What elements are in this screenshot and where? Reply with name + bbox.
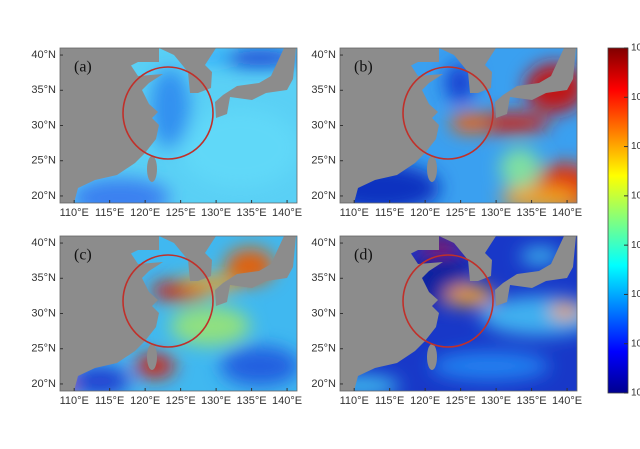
x-tick-label: 140°E: [552, 207, 582, 219]
panel-label: (b): [354, 59, 373, 76]
x-tick-label: 140°E: [272, 395, 302, 407]
x-tick-label: 130°E: [481, 395, 511, 407]
y-tick-label: 20°N: [31, 378, 56, 390]
colorbar-tick-label: 10³: [631, 289, 640, 300]
ocean-patch: [220, 346, 297, 386]
y-tick-label: 30°N: [311, 307, 336, 319]
x-tick-label: 120°E: [410, 395, 440, 407]
x-tick-label: 125°E: [446, 207, 476, 219]
x-tick-label: 115°E: [375, 207, 404, 219]
ocean-patch: [70, 178, 170, 203]
y-tick-label: 20°N: [31, 190, 56, 202]
y-tick-label: 35°N: [311, 272, 336, 284]
x-tick-label: 115°E: [375, 395, 404, 407]
y-tick-label: 30°N: [31, 307, 56, 319]
x-tick-label: 120°E: [130, 207, 160, 219]
map-area: [340, 48, 577, 203]
map-area: [60, 48, 297, 203]
colorbar-tick-label: 10⁵: [631, 190, 640, 201]
y-tick-label: 25°N: [311, 343, 336, 355]
x-tick-label: 115°E: [95, 207, 124, 219]
ocean-patch: [480, 296, 577, 336]
x-tick-label: 135°E: [237, 207, 267, 219]
colorbar-tick-label: 10²: [631, 338, 640, 349]
x-tick-label: 115°E: [95, 395, 124, 407]
colorbar-tick-label: 10⁶: [631, 141, 640, 152]
study-circle: [122, 66, 214, 160]
x-tick-label: 125°E: [446, 395, 476, 407]
y-tick-label: 40°N: [311, 237, 336, 249]
x-tick-label: 130°E: [201, 207, 231, 219]
colorbar-tick-label: 10⁷: [631, 92, 640, 103]
y-tick-label: 35°N: [31, 272, 56, 284]
map-area: [340, 236, 577, 391]
map-panel: (b) 110°E 115°E 120°E 125°E 130°E 135°E 140°E 20…: [311, 47, 582, 219]
x-tick-label: 135°E: [237, 395, 267, 407]
y-tick-label: 40°N: [311, 49, 336, 61]
colorbar: [607, 47, 629, 394]
y-tick-label: 40°N: [31, 237, 56, 249]
x-tick-label: 110°E: [60, 207, 89, 219]
x-tick-label: 125°E: [166, 395, 196, 407]
x-tick-label: 140°E: [272, 207, 302, 219]
map-panel: (c) 110°E 115°E 120°E 125°E 130°E 135°E 140°E 20…: [31, 235, 302, 407]
ocean-patch: [500, 186, 577, 203]
study-circle: [402, 66, 494, 160]
colorbar-tick-label: 10⁴: [631, 240, 640, 251]
y-tick-label: 30°N: [31, 119, 56, 131]
y-tick-label: 40°N: [31, 49, 56, 61]
map-panel: (d) 110°E 115°E 120°E 125°E 130°E 135°E 140°E 20…: [311, 235, 582, 407]
x-tick-label: 110°E: [340, 207, 369, 219]
ocean-patch: [430, 351, 550, 381]
y-tick-label: 30°N: [311, 119, 336, 131]
map-panel: (a) 110°E 115°E 120°E 125°E 130°E 135°E 140°E 20…: [31, 47, 302, 219]
panel-label: (c): [74, 247, 92, 264]
ocean-patch: [445, 286, 495, 306]
ocean-patch: [150, 68, 190, 148]
x-tick-label: 130°E: [201, 395, 231, 407]
panel-label: (d): [354, 247, 373, 264]
colorbar-tick-label: 10¹: [631, 388, 640, 399]
y-tick-label: 25°N: [311, 155, 336, 167]
x-tick-label: 135°E: [517, 207, 547, 219]
ocean-patch: [500, 148, 540, 188]
x-tick-label: 120°E: [410, 207, 440, 219]
x-tick-label: 110°E: [60, 395, 89, 407]
ocean-patch: [520, 248, 560, 264]
y-tick-label: 35°N: [31, 84, 56, 96]
ocean-patch: [170, 306, 250, 346]
x-tick-label: 130°E: [481, 207, 511, 219]
y-tick-label: 25°N: [31, 155, 56, 167]
ocean-patch: [550, 303, 577, 319]
y-tick-label: 35°N: [311, 84, 336, 96]
y-tick-label: 25°N: [31, 343, 56, 355]
ocean-patch: [445, 63, 475, 103]
y-tick-label: 20°N: [311, 378, 336, 390]
study-circle: [402, 254, 494, 348]
y-tick-label: 20°N: [311, 190, 336, 202]
x-tick-label: 125°E: [166, 207, 196, 219]
x-tick-label: 120°E: [130, 395, 160, 407]
x-tick-label: 110°E: [340, 395, 369, 407]
x-tick-label: 140°E: [552, 395, 582, 407]
map-area: [60, 236, 297, 391]
ocean-patch: [450, 113, 490, 133]
x-tick-label: 135°E: [517, 395, 547, 407]
study-circle: [122, 254, 214, 348]
colorbar-tick-label: 10⁸: [631, 43, 640, 54]
panel-label: (a): [74, 59, 92, 76]
ocean-patch: [180, 108, 297, 188]
